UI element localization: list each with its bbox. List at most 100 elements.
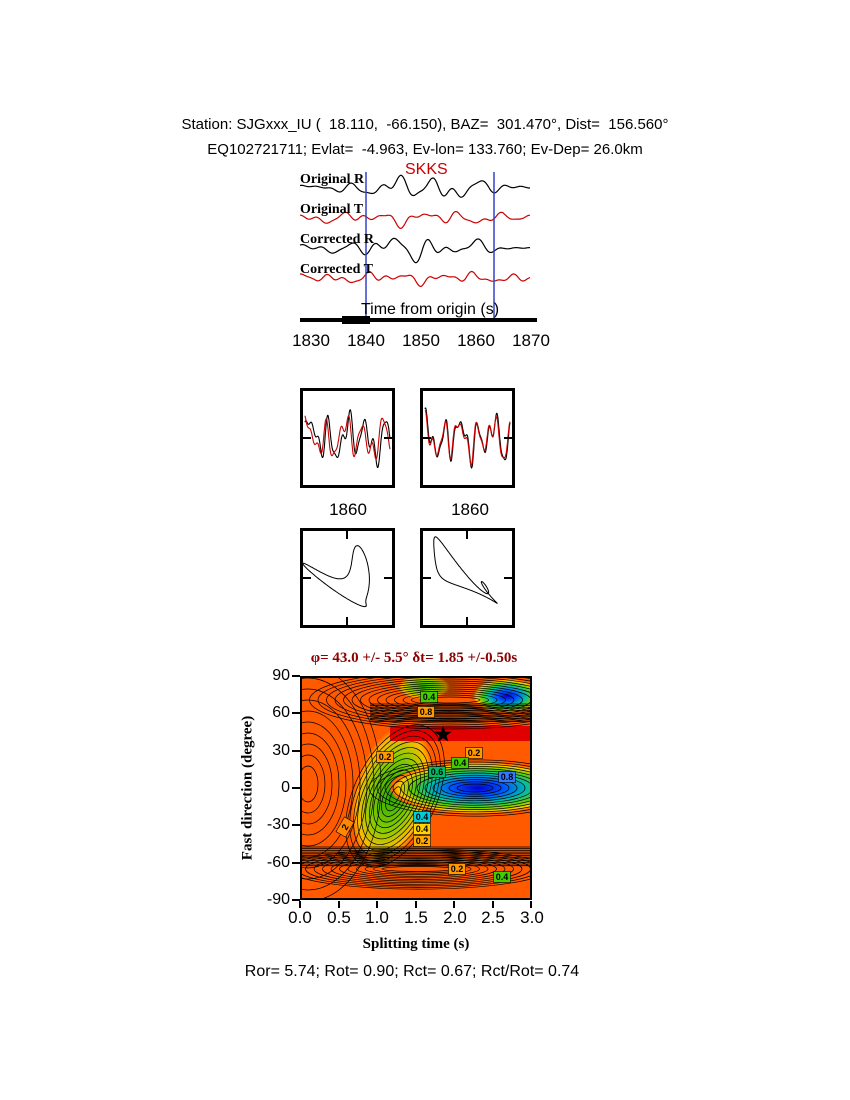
y-tick-label: -30 — [266, 816, 290, 833]
svg-text:0.4: 0.4 — [454, 758, 467, 768]
svg-text:0.2: 0.2 — [451, 864, 464, 874]
edge-tick — [423, 437, 431, 439]
y-axis-tick — [292, 899, 300, 901]
overlay-tick-label: 1860 — [329, 500, 367, 519]
result-title: φ= 43.0 +/- 5.5° δt= 1.85 +/-0.50s — [310, 650, 518, 666]
star-marker — [434, 725, 452, 742]
y-axis-tick — [292, 712, 300, 714]
time-axis-line — [300, 318, 537, 322]
svg-text:0.8: 0.8 — [420, 707, 433, 717]
edge-tick — [346, 531, 348, 539]
hodogram-curve — [433, 536, 498, 604]
x-tick-label: 1.0 — [365, 908, 389, 927]
contour-level-labels: 0.40.80.2 0.20.40.6 0.80.40.40.220.20.4 — [335, 691, 516, 883]
trace-label: Original T — [300, 202, 364, 217]
y-tick-label: -60 — [266, 854, 290, 871]
overlay-box-right — [420, 388, 515, 488]
x-axis-tick — [530, 901, 532, 908]
y-tick-label: 0 — [281, 779, 290, 796]
overlay-trace — [424, 409, 511, 467]
particle-motion-right — [433, 536, 498, 604]
hodogram-curve — [302, 545, 370, 608]
svg-text:0.4: 0.4 — [416, 824, 429, 834]
edge-tick — [346, 617, 348, 625]
trace-label: Corrected T — [300, 262, 373, 277]
contour-label-chip: 0.2 — [413, 835, 431, 847]
contour-label-chip: 0.4 — [413, 823, 431, 835]
svg-text:2: 2 — [340, 822, 351, 831]
misfit-contour-plot: 0.40.80.2 0.20.40.6 0.80.40.40.220.20.4 — [300, 676, 532, 900]
contour-label-chip: 2 — [335, 816, 355, 838]
event-info-line: EQ102721711; Evlat= -4.963, Ev-lon= 133.… — [207, 141, 643, 158]
y-axis-tick — [292, 750, 300, 752]
y-tick-label: 30 — [272, 742, 290, 759]
x-tick-label: 1.5 — [404, 908, 428, 927]
x-tick-label: 2.0 — [443, 908, 467, 927]
contour-label-chip: 0.2 — [448, 863, 466, 875]
contour-label-chip: 0.8 — [498, 771, 516, 783]
svg-text:0.2: 0.2 — [468, 748, 481, 758]
overlay-trace — [304, 414, 391, 460]
trace-label: Corrected R — [300, 232, 374, 247]
best-fit-star — [434, 725, 452, 742]
edge-tick — [384, 577, 392, 579]
svg-text:0.8: 0.8 — [501, 772, 514, 782]
waveform-traces-plot — [299, 172, 531, 320]
svg-text:0.4: 0.4 — [416, 812, 429, 822]
contour-label-chip: 0.4 — [493, 871, 511, 883]
edge-tick — [303, 437, 311, 439]
svg-text:0.6: 0.6 — [431, 767, 444, 777]
particle-motion-box-left — [300, 528, 395, 628]
contour-label-chip: 0.4 — [451, 757, 469, 769]
time-axis-label: Time from origin (s) — [360, 301, 500, 318]
trace-label: Original R — [300, 172, 365, 187]
contour-label-chip: 0.4 — [420, 691, 438, 703]
contour-label-chip: 0.6 — [428, 766, 446, 778]
y-axis-tick — [292, 862, 300, 864]
x-axis-tick — [338, 901, 340, 908]
overlay-traces-left — [304, 409, 391, 469]
particle-motion-left — [302, 545, 370, 608]
edge-tick — [303, 577, 311, 579]
y-axis-tick — [292, 675, 300, 677]
phase-window-bar — [342, 316, 370, 324]
x-axis-label: Splitting time (s) — [362, 936, 470, 952]
edge-tick — [466, 531, 468, 539]
seismogram-trace — [299, 174, 530, 198]
edge-tick — [504, 577, 512, 579]
edge-tick — [504, 437, 512, 439]
seismogram-trace — [299, 237, 530, 264]
edge-tick — [466, 617, 468, 625]
particle-motion-box-right — [420, 528, 515, 628]
x-axis-tick — [415, 901, 417, 908]
tick-label: 1860 — [457, 331, 495, 350]
contour-label-chip: 0.2 — [465, 747, 483, 759]
svg-text:0.2: 0.2 — [379, 752, 392, 762]
svg-text:0.4: 0.4 — [423, 692, 436, 702]
y-tick-label: 60 — [272, 704, 290, 721]
quality-stats-line: Ror= 5.74; Rot= 0.90; Rct= 0.67; Rct/Rot… — [244, 963, 580, 980]
best-fit-band — [390, 726, 531, 741]
overlay-box-left — [300, 388, 395, 488]
x-axis-tick — [453, 901, 455, 908]
contour-label-chip: 0.8 — [417, 706, 435, 718]
x-tick-label: 3.0 — [520, 908, 544, 927]
overlay-tick-label: 1860 — [451, 500, 489, 519]
y-tick-label: -90 — [266, 891, 290, 908]
station-info-line: Station: SJGxxx_IU ( 18.110, -66.150), B… — [181, 116, 669, 133]
seismogram-trace — [300, 270, 531, 288]
contour-lines — [301, 677, 531, 899]
tick-label: 1870 — [512, 331, 550, 350]
y-axis-label: Fast direction (degree) — [239, 715, 256, 861]
y-tick-label: 90 — [272, 667, 290, 684]
x-tick-label: 0.0 — [288, 908, 312, 927]
overlay-trace — [304, 409, 391, 469]
y-axis-tick — [292, 824, 300, 826]
svg-text:0.2: 0.2 — [416, 836, 429, 846]
x-tick-label: 0.5 — [327, 908, 351, 927]
x-axis-tick — [299, 901, 301, 908]
tick-label: 1850 — [402, 331, 440, 350]
contour-label-chip: 0.2 — [376, 751, 394, 763]
phase-label: SKKS — [405, 161, 448, 178]
